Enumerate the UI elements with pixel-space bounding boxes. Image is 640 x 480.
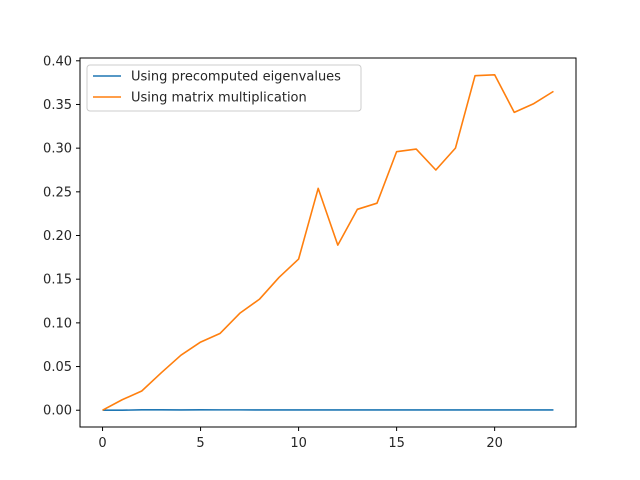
series-layer — [102, 73, 554, 412]
x-tick-label: 0 — [98, 436, 106, 451]
x-tick-label: 15 — [388, 436, 405, 451]
y-tick-label: 0.20 — [43, 229, 72, 244]
y-tick-label: 0.30 — [43, 142, 72, 157]
y-tick-label: 0.00 — [43, 404, 72, 419]
axes-frame — [79, 57, 577, 428]
x-axis: 0 5 10 15 20 — [98, 427, 503, 451]
x-tick-label: 20 — [486, 436, 503, 451]
y-tick-label: 0.10 — [43, 316, 72, 331]
legend-label-matrix-multiplication: Using matrix multiplication — [131, 91, 307, 106]
legend-label-precomputed: Using precomputed eigenvalues — [131, 70, 341, 85]
legend-box — [86, 64, 362, 112]
y-tick-label: 0.05 — [43, 360, 72, 375]
x-tick-label: 10 — [290, 436, 307, 451]
y-tick-label: 0.15 — [43, 273, 72, 288]
y-tick-label: 0.35 — [43, 98, 72, 113]
series-line-1 — [102, 73, 554, 411]
y-axis: 0.00 0.05 0.10 0.15 0.20 0.25 0.30 0.35 0.40 — [43, 54, 80, 419]
y-tick-label: 0.40 — [43, 54, 72, 69]
x-tick-label: 5 — [196, 436, 204, 451]
y-tick-label: 0.25 — [43, 185, 72, 200]
legend: Using precomputed eigenvalues Using matr… — [86, 64, 362, 112]
